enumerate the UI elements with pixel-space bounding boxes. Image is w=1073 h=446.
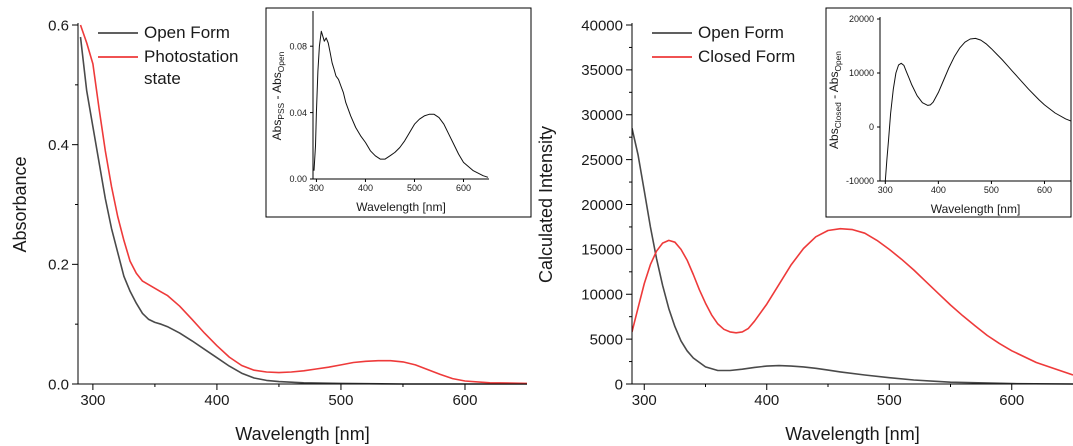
right-main-y-axis-label: Calculated Intensity [536, 126, 556, 283]
left-inset-series-line-0 [313, 30, 489, 178]
left-main-x-axis-label: Wavelength [nm] [235, 424, 369, 444]
left-main-y-tick-label: 0.4 [48, 137, 69, 154]
left-main-legend-label-0: Open Form [144, 23, 230, 42]
right-main-y-tick-label: 25000 [581, 152, 623, 169]
right-main-legend-label-1: Closed Form [698, 47, 795, 66]
right-inset-y-tick-label: -10000 [846, 176, 874, 186]
right-main-series-line-0 [632, 128, 1073, 385]
left-main-x-tick-label: 500 [328, 392, 353, 409]
right-inset-y-tick-label: 20000 [849, 14, 874, 24]
right-inset-y-tick-label: 0 [869, 122, 874, 132]
left-inset-y-tick-label: 0.08 [289, 41, 307, 51]
right-main-x-tick-label: 600 [999, 392, 1024, 409]
right-main-y-tick-label: 0 [615, 376, 623, 393]
left-main-y-axis-label: Absorbance [10, 156, 30, 252]
right-main-x-axis-label: Wavelength [nm] [785, 424, 919, 444]
right-main-y-tick-label: 35000 [581, 62, 623, 79]
left-main-x-tick-label: 400 [204, 392, 229, 409]
right-inset-x-tick-label: 400 [931, 185, 946, 195]
left-main-series-line-1 [79, 24, 527, 385]
right-inset-frame [825, 7, 1072, 218]
left-main-y-tick-label: 0.2 [48, 257, 69, 274]
left-inset-x-tick-label: 300 [309, 183, 324, 193]
right-main-y-tick-label: 30000 [581, 107, 623, 124]
left-inset-x-tick-label: 400 [358, 183, 373, 193]
left-inset-y-tick-label: 0.04 [289, 108, 307, 118]
left-inset-x-axis-label: Wavelength [nm] [356, 200, 446, 214]
right-main-y-tick-label: 5000 [590, 331, 623, 348]
right-main-x-tick-label: 500 [877, 392, 902, 409]
left-main-legend-label-1-cont: state [144, 69, 181, 88]
right-main-y-tick-label: 10000 [581, 287, 623, 304]
left-main-y-tick-label: 0.6 [48, 17, 69, 34]
right-inset-y-axis-label: AbsClosed - AbsOpen [827, 51, 843, 149]
left-main-x-tick-label: 300 [80, 392, 105, 409]
right-main-series-line-1 [632, 227, 1073, 376]
left-main-y-tick-label: 0.0 [48, 376, 69, 393]
left-main-legend-label-1: Photostation [144, 47, 239, 66]
left-main-series-line-0 [79, 36, 527, 385]
left-main-chart: 300 400 500 600 0.0 0.2 0.4 0.6 Wavelength [nm] A… [10, 17, 527, 444]
right-inset-x-tick-label: 500 [984, 185, 999, 195]
right-inset-chart: 300 400 500 600 -10000 0 10000 20000 Wavelength … [825, 7, 1072, 218]
right-main-y-tick-label: 20000 [581, 197, 623, 214]
right-inset-x-tick-label: 300 [878, 185, 893, 195]
right-main-x-tick-label: 300 [632, 392, 657, 409]
left-inset-x-tick-label: 500 [407, 183, 422, 193]
left-inset-x-tick-label: 600 [456, 183, 471, 193]
right-inset-x-axis-label: Wavelength [nm] [931, 202, 1021, 216]
left-inset-chart: 300 400 500 600 0.00 0.04 0.08 Wavelength [nm] A… [265, 7, 532, 218]
right-inset-x-tick-label: 600 [1037, 185, 1052, 195]
right-inset-y-tick-label: 10000 [849, 68, 874, 78]
right-main-y-tick-label: 40000 [581, 17, 623, 34]
right-main-y-tick-label: 15000 [581, 242, 623, 259]
right-main-x-tick-label: 400 [754, 392, 779, 409]
right-main-legend-label-0: Open Form [698, 23, 784, 42]
left-main-x-tick-label: 600 [452, 392, 477, 409]
right-main-chart: 300 400 500 6000500010000150002000025000300… [536, 17, 1073, 444]
left-inset-y-tick-label: 0.00 [289, 174, 307, 184]
left-inset-y-axis-label: AbsPSS - AbsOpen [270, 51, 286, 140]
right-inset-series-line-0 [884, 37, 1071, 182]
